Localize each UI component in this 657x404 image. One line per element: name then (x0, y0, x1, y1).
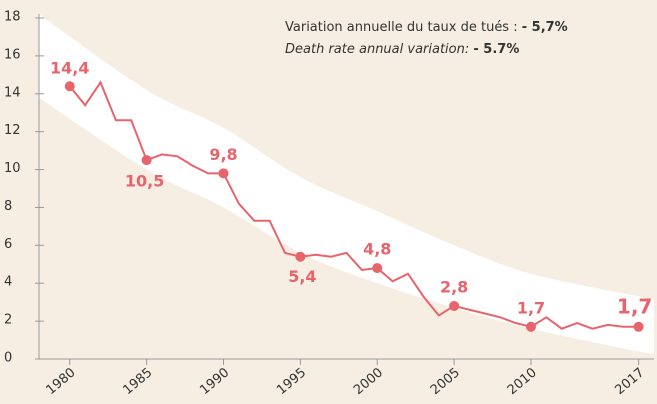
value-label: 10,5 (125, 172, 164, 191)
value-label: 14,4 (50, 59, 89, 78)
point (526, 321, 536, 332)
point (449, 300, 460, 311)
point (633, 321, 644, 332)
note-fr-value: - 5,7% (522, 20, 568, 35)
y-tick-label: 4 (4, 275, 12, 290)
value-label: 1,7 (517, 298, 545, 317)
note-en-text: Death rate annual variation: (285, 42, 473, 57)
point (141, 155, 152, 166)
note-fr: Variation annuelle du taux de tués : - 5… (285, 20, 568, 35)
y-tick-label: 10 (4, 161, 21, 176)
note-fr-text: Variation annuelle du taux de tués : (285, 20, 522, 35)
value-label: 1,7 (617, 294, 652, 318)
y-tick-label: 2 (4, 313, 12, 328)
value-label: 4,8 (363, 240, 391, 259)
value-label: 5,4 (288, 267, 316, 286)
y-tick-label: 0 (4, 351, 12, 366)
line (68, 80, 639, 330)
point (64, 81, 75, 92)
y-tick-label: 12 (4, 123, 21, 138)
note-en: Death rate annual variation: - 5.7% (285, 42, 519, 57)
value-label: 9,8 (209, 145, 237, 164)
y-tick-label: 8 (4, 199, 12, 214)
value-label: 2,8 (440, 277, 468, 296)
y-tick-label: 14 (4, 85, 21, 100)
y-tick-label: 18 (4, 10, 21, 25)
point (218, 168, 229, 179)
confidence-band (39, 14, 654, 354)
y-tick-label: 16 (4, 47, 21, 62)
point (295, 251, 306, 262)
point (372, 263, 383, 274)
y-tick-label: 6 (4, 237, 12, 252)
note-en-value: - 5.7% (473, 42, 519, 57)
